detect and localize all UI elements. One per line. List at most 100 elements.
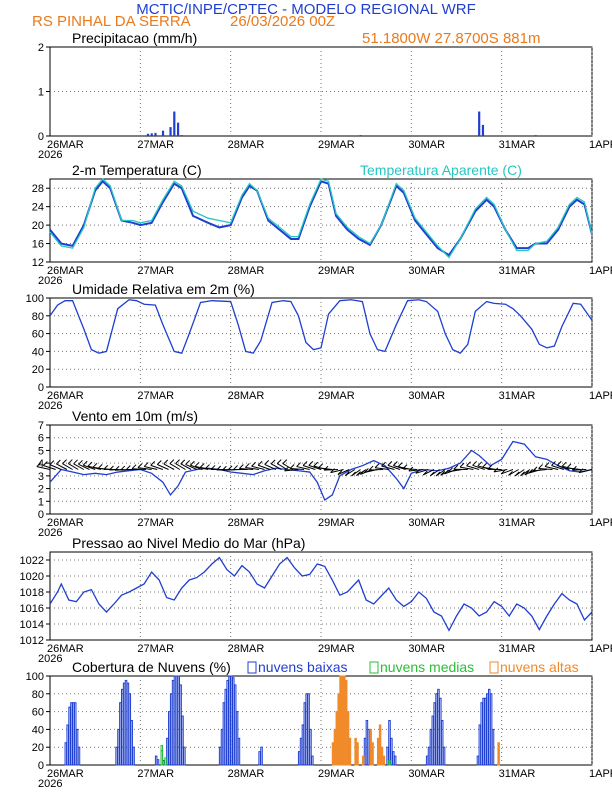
panel-title: 2-m Temperatura (C) xyxy=(72,162,202,178)
cloud-bar xyxy=(169,693,173,766)
wind-barb-flag xyxy=(175,459,180,464)
wind-barb-flag xyxy=(169,459,175,464)
cloud-bar xyxy=(348,737,352,766)
wind-barb xyxy=(544,466,559,470)
panel-3: 26MAR 27MAR 28MAR 29MAR 30MAR 31MAR 1APR 2026 01… xyxy=(36,408,612,539)
cloud-bar xyxy=(344,679,348,766)
panel-1: 26MAR 27MAR 28MAR 29MAR 30MAR 31MAR 1APR 2026 12… xyxy=(32,162,612,287)
wind-barb xyxy=(578,469,593,474)
x-tick-label: 27MAR xyxy=(137,517,174,529)
wind-barb-flag xyxy=(244,463,250,468)
wind-barb-flag xyxy=(493,467,499,473)
wind-barb-flag xyxy=(308,461,314,466)
wind-barb-flag xyxy=(360,470,365,475)
wind-barb-flag xyxy=(62,459,67,464)
wind-barb-flag xyxy=(103,464,109,470)
cloud-bar xyxy=(307,693,310,766)
cloud-bar xyxy=(388,720,391,766)
x-tick-label: 29MAR xyxy=(318,517,355,529)
wind-barb-flag xyxy=(264,460,270,465)
x-tick-label: 26MAR xyxy=(47,390,84,402)
wind-barb xyxy=(169,463,181,470)
cloud-bar xyxy=(119,702,122,766)
y-tick-label: 12 xyxy=(32,257,44,269)
cloud-bar xyxy=(380,746,384,766)
precip-bar xyxy=(534,135,537,136)
cloud-bar xyxy=(162,760,165,766)
wind-barb xyxy=(472,464,485,470)
x-tick-label: 30MAR xyxy=(408,643,445,655)
precip-bar xyxy=(481,124,485,136)
wind-barb xyxy=(500,469,514,475)
wind-barb-flag xyxy=(466,461,471,467)
wind-barb-flag xyxy=(337,470,343,475)
wind-barb xyxy=(163,463,175,470)
cloud-bar xyxy=(478,724,482,766)
wind-barb-flag xyxy=(114,465,120,471)
x-tick-label: 29MAR xyxy=(318,265,355,277)
wind-barb xyxy=(62,463,73,470)
wind-barb xyxy=(337,469,350,475)
panel-title: Cobertura de Nuvens (%) xyxy=(72,659,231,675)
wind-barb-flag xyxy=(364,468,369,473)
x-tick-label: 28MAR xyxy=(228,768,265,780)
wind-barb-flag xyxy=(42,461,48,466)
panel-title: Pressao ao Nivel Medio do Mar (hPa) xyxy=(72,535,305,551)
wind-barb-flag xyxy=(276,459,282,464)
wind-barb-flag xyxy=(296,462,301,467)
cloud-bar xyxy=(179,684,182,766)
wind-barb xyxy=(185,463,197,470)
wind-barb-flag xyxy=(97,464,103,469)
cloud-bar xyxy=(356,742,359,766)
wind-barb xyxy=(369,469,384,471)
wind-barb-flag xyxy=(566,463,572,469)
cloud-bar xyxy=(226,679,229,766)
cloud-bar xyxy=(440,720,444,766)
wind-barb-flag xyxy=(538,464,543,469)
wind-barb-flag xyxy=(453,464,459,470)
wind-barb-flag xyxy=(318,463,323,469)
cloud-bar xyxy=(66,724,69,766)
wind-barb-flag xyxy=(120,465,126,471)
cloud-bar xyxy=(124,679,128,766)
y-tick-label: 80 xyxy=(32,689,44,701)
x-tick-label: 26MAR xyxy=(47,768,84,780)
wind-barb xyxy=(387,464,401,470)
cloud-bar xyxy=(431,715,435,766)
cloud-bar xyxy=(427,746,431,766)
y-tick-label: 4 xyxy=(38,458,44,470)
panel-5: 26MAR 27MAR 28MAR 29MAR 30MAR 31MAR 1APR 2026 0 2… xyxy=(26,659,612,790)
wind-barb-flag xyxy=(36,462,42,467)
wind-barb-flag xyxy=(472,460,477,466)
cloud-bar xyxy=(341,675,344,766)
wind-barb-flag xyxy=(397,462,403,467)
series-line xyxy=(49,299,593,354)
x-tick-label: 28MAR xyxy=(228,390,265,402)
cloud-bar xyxy=(224,688,228,766)
cloud-bar xyxy=(154,755,158,766)
x-tick-label: 27MAR xyxy=(137,768,174,780)
wind-barb-flag xyxy=(257,460,263,466)
wind-barb-flag xyxy=(408,466,414,472)
wind-barb-flag xyxy=(459,462,465,468)
panels: 26MAR27MAR28MAR29MAR30MAR31MAR1APR202601… xyxy=(20,30,612,790)
wind-barb xyxy=(137,467,152,470)
precip-bar xyxy=(154,132,157,136)
x-tick-label: 29MAR xyxy=(318,139,355,151)
x-tick-label: 31MAR xyxy=(499,265,536,277)
wind-barb-flag xyxy=(387,460,393,466)
wind-barb-flag xyxy=(572,465,577,471)
wind-barb-flag xyxy=(156,460,162,465)
x-tick-label: 31MAR xyxy=(499,517,536,529)
wind-barb-flag xyxy=(356,471,361,476)
cloud-bar xyxy=(70,702,73,766)
cloud-bar xyxy=(237,737,241,766)
cloud-bar xyxy=(233,684,237,766)
cloud-bar xyxy=(230,675,233,766)
cloud-bar xyxy=(367,728,371,766)
x-tick-label: 1APR xyxy=(589,768,612,780)
wind-barb xyxy=(144,465,158,470)
cloud-bar xyxy=(175,675,179,766)
x-tick-label: 27MAR xyxy=(137,139,174,151)
cloud-bar xyxy=(390,737,393,766)
